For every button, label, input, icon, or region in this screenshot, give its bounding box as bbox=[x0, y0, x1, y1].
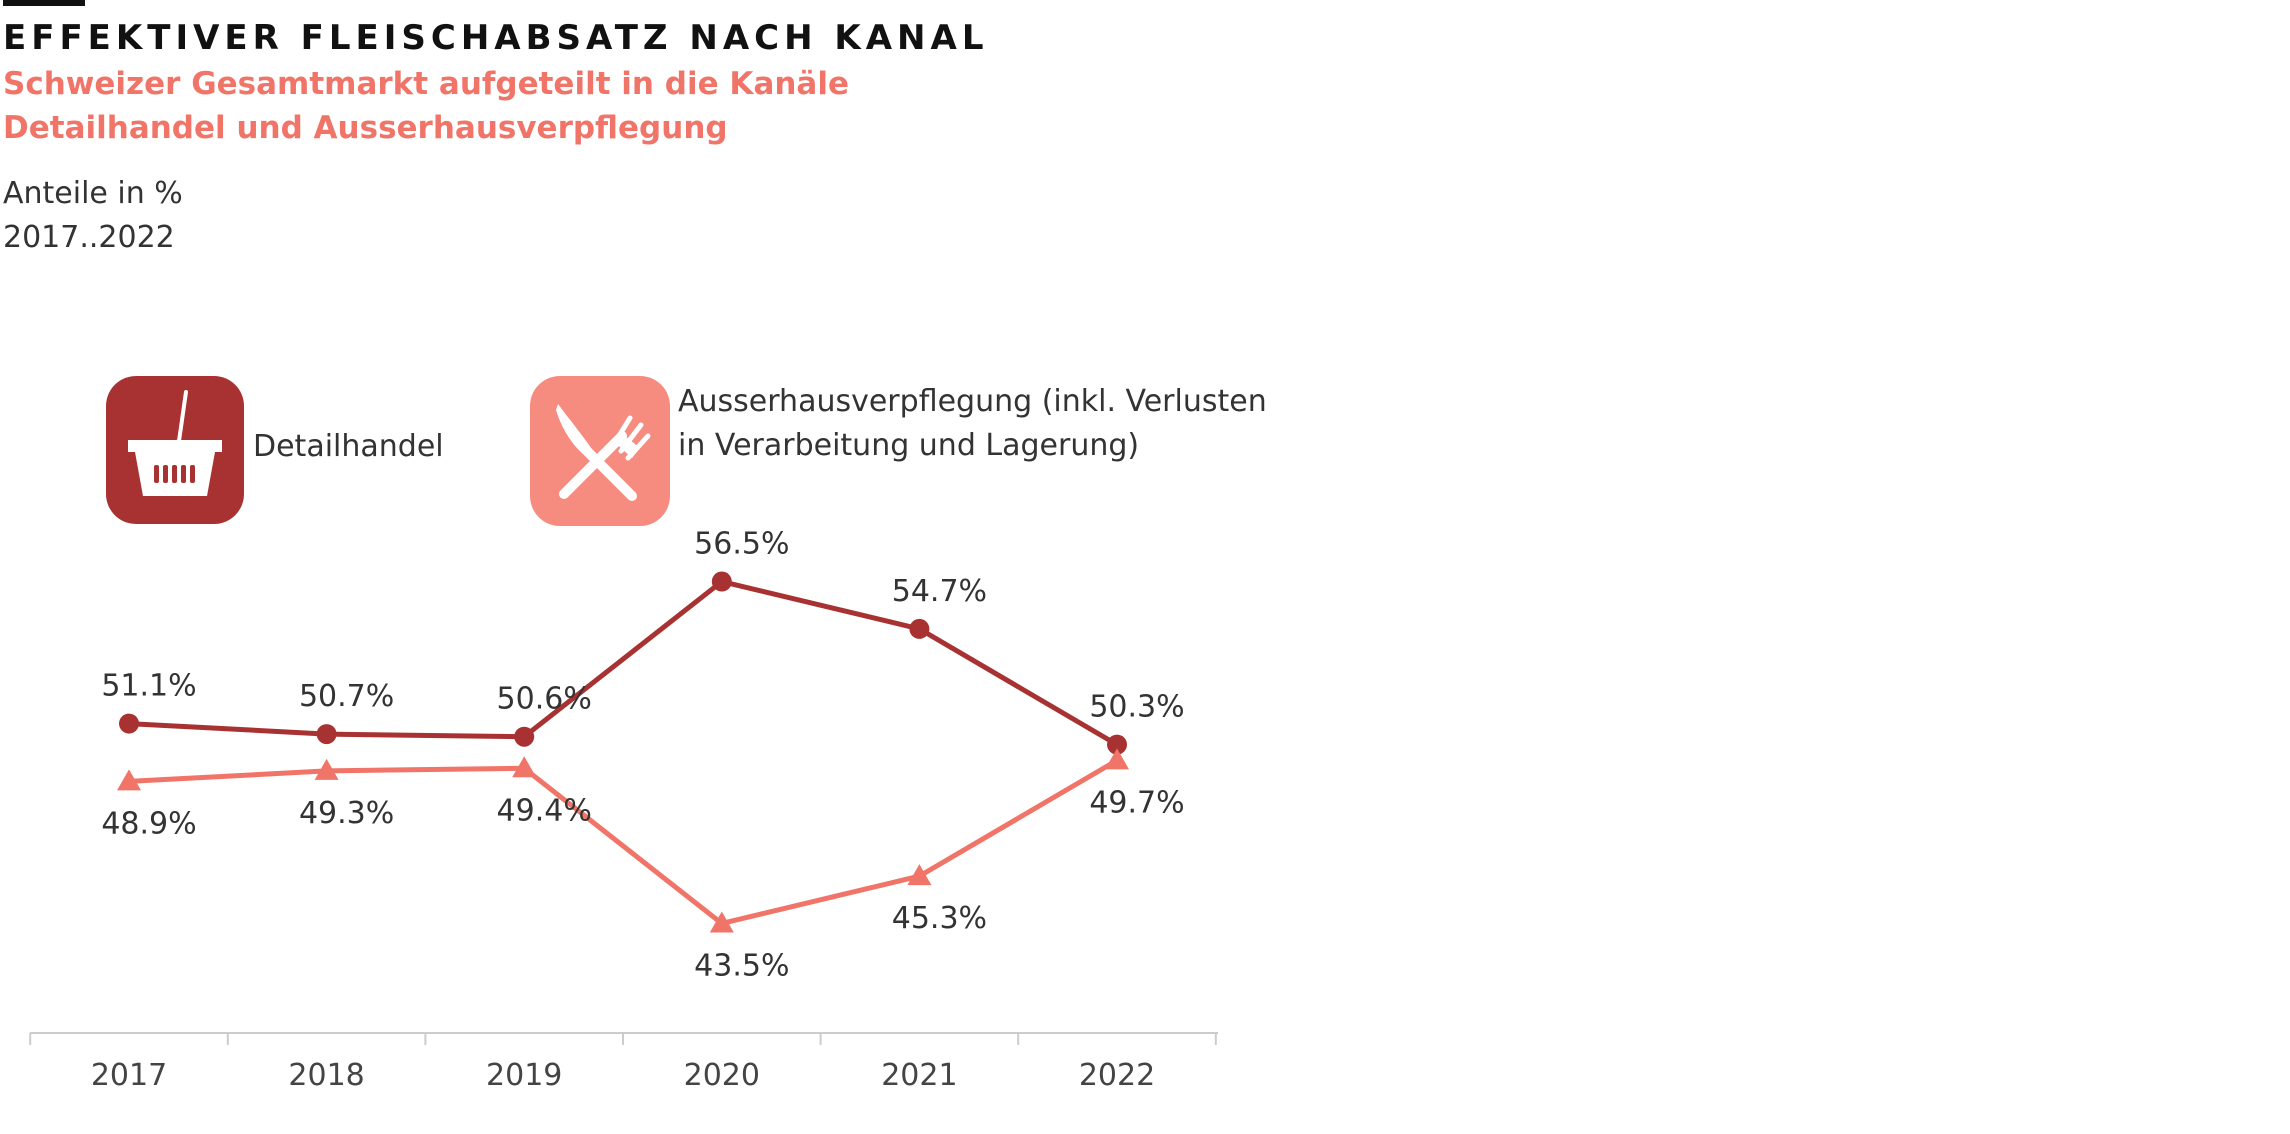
data-point-detailhandel bbox=[1107, 734, 1127, 755]
data-label-detailhandel: 50.6% bbox=[497, 682, 592, 717]
x-tick-label: 2020 bbox=[684, 1058, 760, 1093]
data-point-detailhandel bbox=[909, 618, 930, 639]
data-point-detailhandel bbox=[316, 724, 337, 745]
legend-label-detailhandel: Detailhandel bbox=[253, 429, 444, 464]
knife-fork-icon bbox=[530, 376, 670, 526]
chart-subtitle: Schweizer Gesamtmarkt aufgeteilt in die … bbox=[3, 66, 850, 146]
series-line-detailhandel bbox=[128, 579, 1119, 747]
data-label-detailhandel: 51.1% bbox=[101, 669, 196, 704]
data-label-ausserhaus: 43.5% bbox=[694, 948, 789, 983]
data-label-ausserhaus: 49.4% bbox=[497, 793, 592, 828]
data-label-ausserhaus: 49.7% bbox=[1089, 785, 1184, 820]
x-axis-labels: 2017 2018 2019 2020 2021 2022 bbox=[91, 1058, 1155, 1093]
chart-title: EFFEKTIVER FLEISCHABSATZ NACH KANAL bbox=[3, 18, 989, 58]
data-label-ausserhaus: 48.9% bbox=[101, 806, 196, 841]
shopping-basket-icon bbox=[106, 376, 244, 524]
data-label-detailhandel: 56.5% bbox=[694, 527, 789, 562]
data-point-ausserhaus bbox=[709, 911, 734, 933]
x-tick-label: 2019 bbox=[486, 1058, 562, 1093]
data-point-ausserhaus bbox=[314, 758, 339, 780]
legend-label-ausserhaus: Ausserhausverpflegung (inkl. Verlusten i… bbox=[678, 384, 1267, 463]
data-point-ausserhaus bbox=[1105, 748, 1129, 770]
data-point-ausserhaus bbox=[907, 864, 932, 886]
data-label-detailhandel: 54.7% bbox=[892, 574, 987, 609]
x-axis-ticks bbox=[29, 1033, 1217, 1045]
data-point-ausserhaus bbox=[117, 769, 141, 791]
series-markers bbox=[117, 571, 1129, 933]
x-tick-label: 2017 bbox=[91, 1058, 167, 1093]
data-point-detailhandel bbox=[119, 713, 139, 734]
data-point-detailhandel bbox=[711, 571, 732, 592]
x-tick-label: 2021 bbox=[881, 1058, 957, 1093]
data-label-detailhandel: 50.3% bbox=[1089, 690, 1184, 725]
data-label-ausserhaus: 45.3% bbox=[892, 901, 987, 936]
period-label: 2017..2022 bbox=[3, 220, 175, 255]
series-lines bbox=[128, 579, 1119, 926]
series-line-ausserhaus bbox=[128, 758, 1119, 926]
data-point-ausserhaus bbox=[512, 756, 537, 778]
x-tick-label: 2018 bbox=[288, 1058, 364, 1093]
unit-label: Anteile in % bbox=[3, 176, 183, 211]
data-label-ausserhaus: 49.3% bbox=[299, 796, 394, 831]
chart-meta: Anteile in % 2017..2022 bbox=[3, 172, 183, 260]
data-point-detailhandel bbox=[514, 726, 535, 747]
title-accent-bar bbox=[3, 0, 85, 6]
data-labels: 51.1% 50.7% 50.6% 56.5% 54.7% 50.3% 48.9% 49.3%… bbox=[101, 527, 1184, 984]
data-label-detailhandel: 50.7% bbox=[299, 679, 394, 714]
x-tick-label: 2022 bbox=[1079, 1058, 1155, 1093]
